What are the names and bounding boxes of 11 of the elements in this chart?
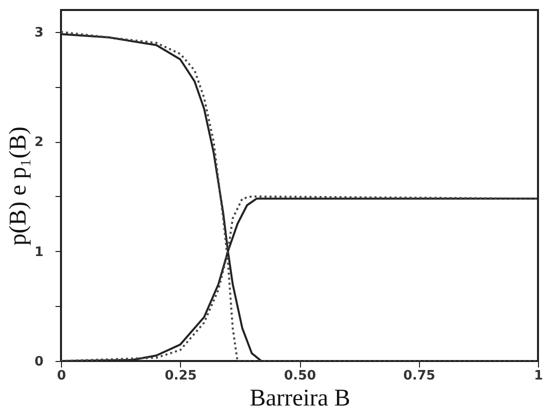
y-tick-label: 0 <box>34 354 44 370</box>
y-tick-label: 2 <box>34 135 44 150</box>
x-tick-label: 0.75 <box>403 368 436 384</box>
y-tick-label: 1 <box>34 244 44 260</box>
y-axis-title: p(B) e p₁(B) <box>5 126 32 246</box>
x-tick-label: 0 <box>56 368 66 384</box>
x-tick-label: 0.25 <box>164 368 197 384</box>
x-tick-label: 1 <box>534 368 544 384</box>
x-tick-label: 0.50 <box>284 368 316 384</box>
y-tick-label: 3 <box>34 25 44 40</box>
x-axis-title: Barreira B <box>250 386 350 412</box>
